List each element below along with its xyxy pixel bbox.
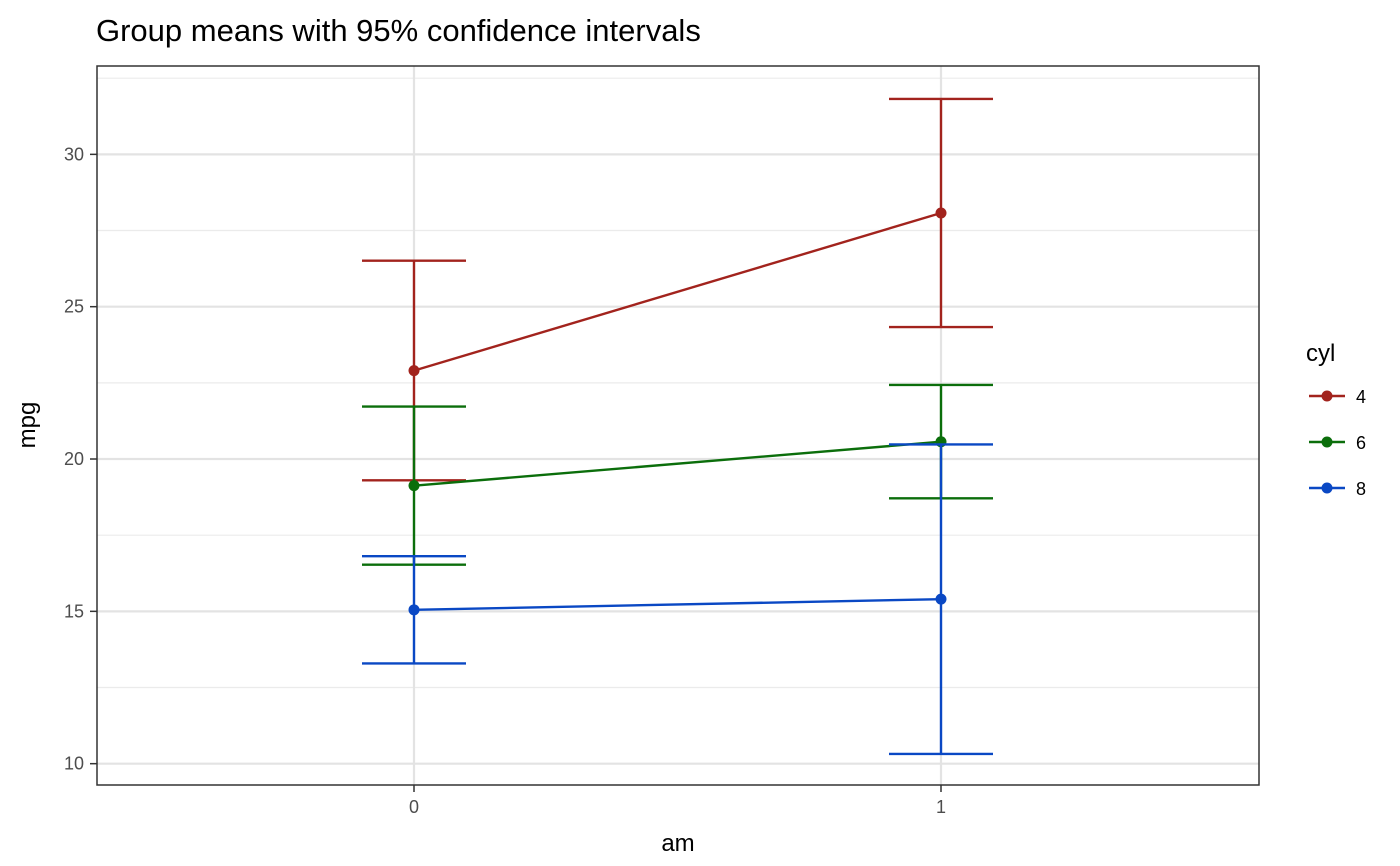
legend-label: 8 — [1356, 479, 1366, 499]
data-point — [935, 593, 947, 605]
legend-key-point — [1321, 390, 1333, 402]
legend-title: cyl — [1306, 340, 1335, 367]
legend-key-point — [1321, 482, 1333, 494]
series-line-6 — [413, 440, 942, 487]
series-line-8 — [413, 597, 942, 612]
series-line-4 — [413, 211, 942, 372]
y-axis-title: mpg — [14, 402, 41, 449]
x-tick-label: 1 — [936, 797, 946, 817]
y-tick-label: 30 — [64, 144, 84, 164]
y-tick-label: 10 — [64, 754, 84, 774]
x-axis-title: am — [661, 830, 694, 857]
legend-item-4: 4 — [1309, 387, 1366, 407]
legend-label: 4 — [1356, 387, 1366, 407]
data-point — [408, 365, 420, 377]
panel-border — [96, 65, 1260, 786]
legend-item-6: 6 — [1309, 433, 1366, 453]
y-tick-label: 15 — [64, 601, 84, 621]
series-6 — [362, 383, 993, 566]
series-8 — [362, 443, 993, 756]
legend-item-8: 8 — [1309, 479, 1366, 499]
y-tick-label: 20 — [64, 449, 84, 469]
legend-key-point — [1321, 436, 1333, 448]
plot-panel — [96, 65, 1260, 786]
legend-label: 6 — [1356, 433, 1366, 453]
data-point — [408, 480, 420, 492]
data-point — [935, 207, 947, 219]
x-tick-label: 0 — [409, 797, 419, 817]
y-axis: 10 15 20 25 30 — [64, 144, 97, 774]
data-point — [408, 604, 420, 616]
chart-title: Group means with 95% confidence interval… — [96, 13, 701, 48]
y-tick-label: 25 — [64, 297, 84, 317]
legend: cyl 4 6 8 — [1306, 340, 1366, 499]
series-4 — [362, 97, 993, 482]
